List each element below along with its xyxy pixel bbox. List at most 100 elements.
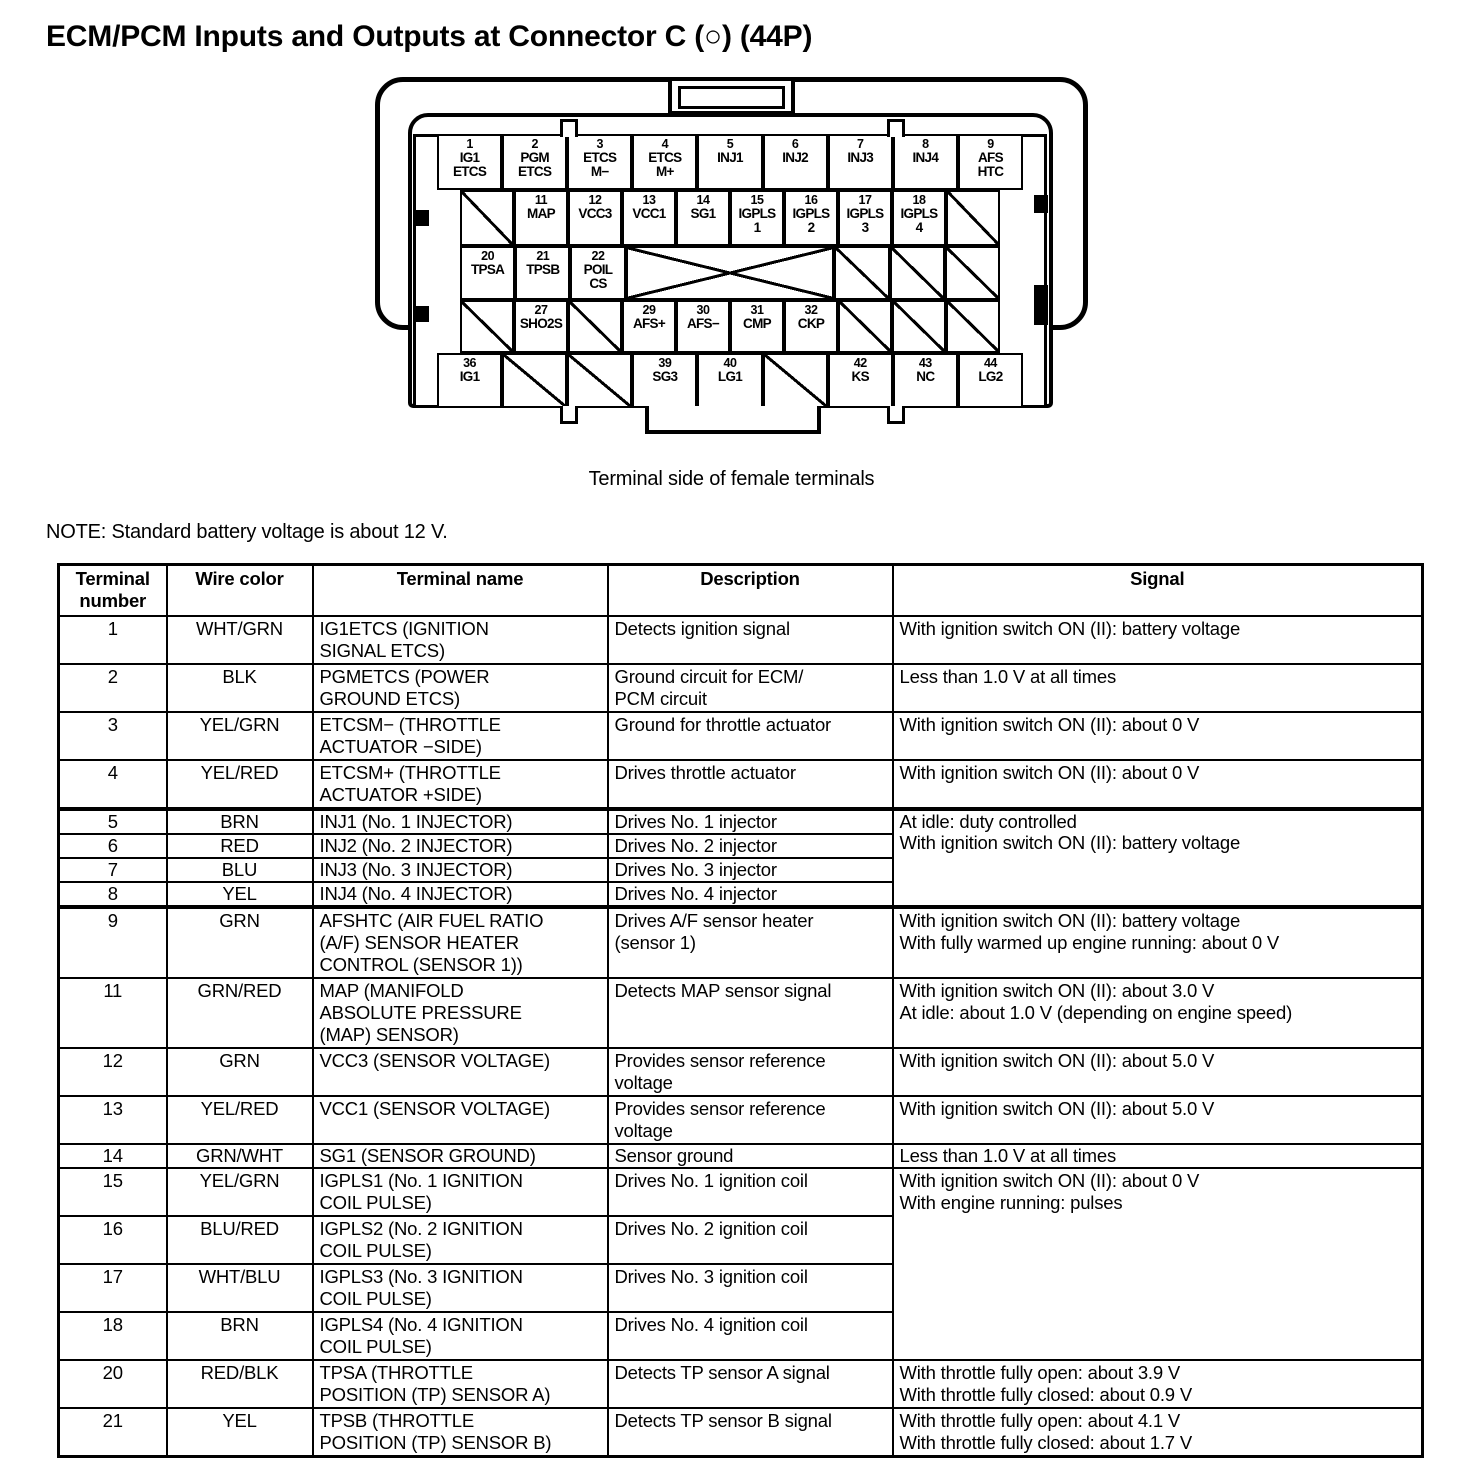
pin-number: 44 <box>983 356 997 370</box>
pin-number: 22 <box>591 249 605 263</box>
cell-description: Provides sensor reference voltage <box>606 1095 894 1145</box>
blocked-cells <box>625 246 835 300</box>
no-terminal-cell <box>892 300 946 353</box>
col-header-terminal-number: Terminal number <box>57 563 168 617</box>
cell-terminal-number: 6 <box>57 833 168 859</box>
page-title: ECM/PCM Inputs and Outputs at Connector … <box>46 20 813 53</box>
pin-cell: 22 POIL CS <box>570 246 626 300</box>
pin-row: 20 TPSA 21 TPSB 22 POIL CS <box>460 246 1001 300</box>
cell-description: Detects ignition signal <box>606 615 894 665</box>
pin-label: POIL CS <box>583 262 613 291</box>
cell-terminal-number: 9 <box>57 905 168 979</box>
cell-wire-color: BLU/RED <box>165 1215 314 1265</box>
cell-description: Drives A/F sensor heater (sensor 1) <box>606 905 894 979</box>
table-row: 9 GRN AFSHTC (AIR FUEL RATIO (A/F) SENSOR … <box>57 905 1424 979</box>
cell-terminal-number: 20 <box>57 1359 168 1409</box>
cell-signal: At idle: duty controlled With ignition s… <box>891 807 1424 908</box>
pin-label: LG1 <box>717 369 743 384</box>
pin-number: 40 <box>723 356 737 370</box>
pin-label: VCC1 <box>632 206 666 221</box>
table-row: 7 BLU INJ3 (No. 3 INJECTOR) Drives No. 3 in… <box>57 857 1423 883</box>
cell-description: Drives No. 4 ignition coil <box>606 1311 894 1361</box>
pin-label: CMP <box>743 316 772 331</box>
no-terminal-cell <box>946 190 1000 246</box>
index-tab <box>560 406 578 424</box>
cell-signal: With throttle fully open: about 4.1 V Wi… <box>891 1407 1424 1458</box>
pin-label: INJ2 <box>782 150 808 165</box>
cell-description: Drives throttle actuator <box>606 759 894 810</box>
cell-signal: With ignition switch ON (II): about 0 V … <box>891 1167 1424 1361</box>
cell-terminal-number: 7 <box>57 857 168 883</box>
cell-description: Drives No. 1 ignition coil <box>606 1167 894 1217</box>
connector-diagram: 1 IG1 ETCS 2 PGM ETCS 3 ETCS M− 4 ETCS M+ 5 INJ1 6… <box>375 72 1088 472</box>
pin-label: CKP <box>797 316 825 331</box>
cell-terminal-number: 4 <box>57 759 168 810</box>
pin-label: SG1 <box>690 206 717 221</box>
cell-terminal-name: VCC1 (SENSOR VOLTAGE) <box>311 1095 609 1145</box>
cell-wire-color: RED/BLK <box>165 1359 314 1409</box>
pin-cell: 12 VCC3 <box>568 190 622 246</box>
table-header-row: Terminal number Wire color Terminal name… <box>57 563 1424 617</box>
pin-number: 39 <box>658 356 672 370</box>
latch <box>1034 285 1048 325</box>
latch <box>1034 195 1048 213</box>
pin-cell: 1 IG1 ETCS <box>437 134 503 190</box>
cell-wire-color: YEL <box>165 1407 314 1458</box>
pin-row: 11 MAP 12 VCC3 13 VCC1 14 SG1 15 IGPLS 1 16 IGPLS 2… <box>460 190 1000 246</box>
pin-label: IG1 ETCS <box>452 150 487 179</box>
pin-cell: 42 KS <box>827 353 893 408</box>
terminal-table: Terminal number Wire color Terminal name… <box>57 563 1424 1458</box>
no-terminal-cell <box>460 300 514 353</box>
pin-cell: 21 TPSB <box>515 246 571 300</box>
table-row: 3 YEL/GRN ETCSM− (THROTTLE ACTUATOR −SIDE)… <box>57 711 1424 761</box>
pin-cell: 15 IGPLS 1 <box>730 190 784 246</box>
pin-number: 13 <box>642 193 656 207</box>
pin-cell: 16 IGPLS 2 <box>784 190 838 246</box>
pin-cell: 29 AFS+ <box>622 300 676 353</box>
cell-signal: With throttle fully open: about 3.9 V Wi… <box>891 1359 1424 1409</box>
pin-label: IGPLS 3 <box>846 206 884 235</box>
cell-description: Detects MAP sensor signal <box>606 977 894 1049</box>
pin-number: 8 <box>922 137 929 151</box>
cell-signal: Less than 1.0 V at all times <box>891 663 1424 713</box>
cell-terminal-number: 21 <box>57 1407 168 1458</box>
cell-wire-color: BRN <box>165 1311 314 1361</box>
pin-label: NC <box>916 369 935 384</box>
pin-number: 4 <box>661 137 669 151</box>
no-terminal-cell <box>568 300 622 353</box>
pin-number: 6 <box>791 137 799 151</box>
col-header-wire-color: Wire color <box>165 563 314 617</box>
cell-description: Ground circuit for ECM/ PCM circuit <box>606 663 894 713</box>
pin-cell: 39 SG3 <box>632 353 698 408</box>
no-terminal-cell <box>944 246 1001 300</box>
cell-terminal-name: INJ1 (No. 1 INJECTOR) <box>311 807 609 835</box>
cell-terminal-number: 1 <box>57 615 168 665</box>
pin-label: TPSB <box>526 262 560 277</box>
cell-signal: With ignition switch ON (II): about 0 V <box>891 711 1424 761</box>
cell-terminal-number: 3 <box>57 711 168 761</box>
pin-label: TPSA <box>470 262 505 277</box>
cell-terminal-name: INJ3 (No. 3 INJECTOR) <box>311 857 609 883</box>
pin-label: INJ4 <box>912 150 939 165</box>
cell-signal: With ignition switch ON (II): battery vo… <box>891 905 1424 979</box>
pin-cell: 31 CMP <box>730 300 784 353</box>
pin-number: 5 <box>726 137 734 151</box>
cell-signal: With ignition switch ON (II): about 5.0 … <box>891 1095 1424 1145</box>
cell-terminal-name: SG1 (SENSOR GROUND) <box>311 1143 609 1169</box>
cell-wire-color: WHT/BLU <box>165 1263 314 1313</box>
cell-description: Detects TP sensor A signal <box>606 1359 894 1409</box>
cell-terminal-name: MAP (MANIFOLD ABSOLUTE PRESSURE (MAP) SE… <box>311 977 609 1049</box>
no-terminal-cell <box>838 300 892 353</box>
cell-description: Drives No. 3 ignition coil <box>606 1263 894 1313</box>
pin-cell: 2 PGM ETCS <box>502 134 568 190</box>
cell-terminal-name: IGPLS4 (No. 4 IGNITION COIL PULSE) <box>311 1311 609 1361</box>
pin-number: 18 <box>912 193 926 207</box>
cell-wire-color: RED <box>165 833 314 859</box>
cell-terminal-number: 5 <box>57 807 168 835</box>
cell-terminal-name: IGPLS3 (No. 3 IGNITION COIL PULSE) <box>311 1263 609 1313</box>
note-text: NOTE: Standard battery voltage is about … <box>46 521 448 543</box>
table-row: 1 WHT/GRN IG1ETCS (IGNITION SIGNAL ETCS) De… <box>57 615 1424 665</box>
pin-label: SG3 <box>652 369 678 384</box>
pin-number: 42 <box>853 356 867 370</box>
pin-row: 27 SHO2S 29 AFS+ 30 AFS− 31 CMP 32 CKP <box>460 300 1000 353</box>
